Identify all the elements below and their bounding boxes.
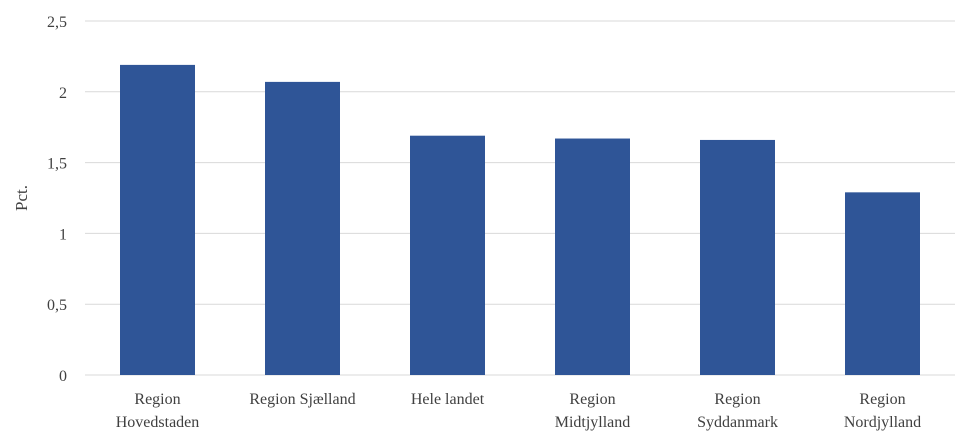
bar — [555, 138, 630, 375]
y-tick-label: 0,5 — [47, 297, 67, 314]
y-tick-label: 1 — [59, 226, 67, 243]
x-tick-label: Region Midtjylland — [555, 391, 631, 431]
bar — [410, 135, 485, 375]
y-axis-title: Pct. — [12, 185, 31, 211]
gridlines — [85, 20, 955, 376]
x-tick-label-line: Region — [714, 391, 760, 408]
bars — [120, 64, 920, 376]
y-axis-ticks: 0 0,5 1 1,5 2 2,5 — [47, 14, 67, 385]
x-tick-label: Region Hovedstaden — [116, 391, 200, 431]
x-tick-label-line: Hele landet — [411, 391, 485, 408]
bar — [120, 64, 195, 376]
y-tick-label: 0 — [59, 368, 67, 385]
x-tick-label: Region Nordjylland — [844, 391, 921, 431]
x-tick-label: Region Syddanmark — [697, 391, 778, 431]
y-tick-label: 2 — [59, 85, 67, 102]
x-tick-label: Hele landet — [411, 391, 485, 408]
bar — [845, 192, 920, 375]
y-tick-label: 1,5 — [47, 156, 67, 173]
x-tick-label-line: Region — [134, 391, 180, 408]
bar — [265, 81, 340, 375]
x-tick-label-line: Hovedstaden — [116, 414, 200, 431]
bar — [700, 139, 775, 375]
x-tick-label-line: Region — [569, 391, 615, 408]
x-axis-labels: Region Hovedstaden Region Sjælland Hele lan… — [116, 391, 921, 431]
x-tick-label-line: Region Sjælland — [249, 391, 355, 408]
x-tick-label-line: Midtjylland — [555, 414, 631, 431]
x-tick-label-line: Region — [859, 391, 905, 408]
x-tick-label-line: Syddanmark — [697, 414, 778, 431]
x-tick-label: Region Sjælland — [249, 391, 355, 408]
x-tick-label-line: Nordjylland — [844, 414, 921, 431]
y-tick-label: 2,5 — [47, 14, 67, 31]
